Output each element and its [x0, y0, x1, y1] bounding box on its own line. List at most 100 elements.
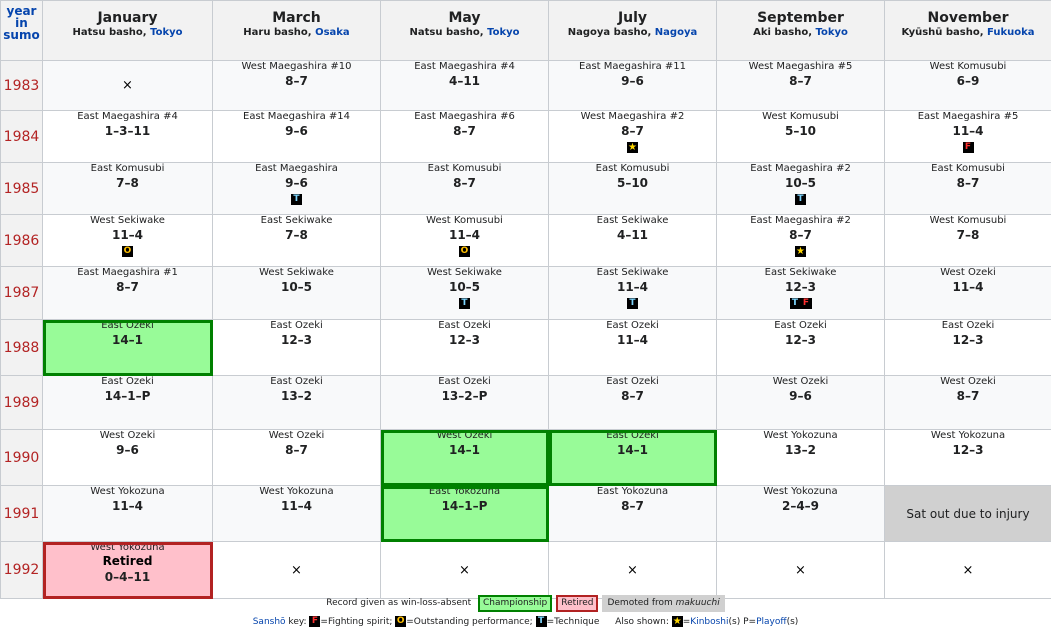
record-cell: East Ōzeki 12–3	[884, 319, 1051, 376]
basho-label: Aki basho,	[753, 27, 816, 38]
sansho-icons: T	[382, 297, 548, 309]
record-cell: East Maegashira #6 8–7	[380, 110, 549, 163]
basho-location-link[interactable]: Osaka	[315, 27, 350, 38]
record-cell: East Maegashira #4 4–11	[380, 60, 549, 111]
record-cell: East Ōzeki 13–2	[212, 375, 381, 430]
rank-label: East Maegashira #14	[243, 111, 350, 123]
basho-location-link[interactable]: Fukuoka	[987, 27, 1035, 38]
kinboshi-eq: =	[682, 617, 691, 627]
basho-location-link[interactable]: Tokyo	[815, 27, 848, 38]
record-cell: East Ōzeki 12–3	[380, 319, 549, 376]
record-cell: East Komusubi 8–7	[884, 162, 1051, 215]
record-note: Record given as win-loss-absent	[326, 598, 472, 608]
record-cell: West Komusubi 5–10	[716, 110, 885, 163]
score-label: 11–4	[111, 499, 144, 513]
sansho-icons: ★	[550, 141, 716, 153]
year-header-line: year	[6, 4, 37, 18]
score-label: 14–1–P	[104, 389, 151, 403]
rank-label: West Ōzeki	[99, 430, 156, 442]
score-label: 8–7	[453, 124, 476, 138]
technique-icon: T	[789, 298, 801, 309]
table-row: 1989 East Ōzeki 14–1–P East Ōzeki 13–2 East Ō…	[0, 375, 1051, 430]
basho-name: Natsu basho, Tokyo	[382, 26, 548, 40]
score-label: 11–4	[616, 280, 649, 294]
record-cell: East Komusubi 5–10	[548, 162, 717, 215]
month-name: July	[617, 10, 648, 26]
table-row: 1988 East Ōzeki 14–1 East Ōzeki 12–3 East Ōze…	[0, 319, 1051, 376]
score-label: 12–3	[952, 333, 984, 347]
also-shown-label: Also shown:	[615, 617, 672, 627]
year-cell: 1987	[0, 266, 43, 320]
score-label: 13–2	[784, 443, 817, 457]
no-record-cell: ×	[716, 541, 885, 599]
rank-label: West Maegashira #5	[748, 61, 853, 73]
outstanding-label: =Outstanding performance;	[406, 617, 536, 627]
rank-label: East Maegashira #5	[917, 111, 1019, 123]
fighting-spirit-icon: F	[962, 142, 974, 153]
rank-label: West Yokozuna	[763, 486, 838, 498]
record-cell: East Sekiwake 7–8	[212, 214, 381, 267]
playoff-link[interactable]: Playoff	[756, 617, 787, 627]
record-cell: West Maegashira #2 8–7 ★	[548, 110, 717, 163]
record-cell: East Komusubi 8–7	[380, 162, 549, 215]
score-label: 8–7	[285, 443, 308, 457]
score-label: 4–11	[616, 228, 649, 242]
record-cell: West Komusubi 6–9	[884, 60, 1051, 111]
year-cell: 1990	[0, 429, 43, 486]
rank-label: East Ōzeki	[270, 320, 323, 332]
table-row: 1986 West Sekiwake 11–4 O East Sekiwake 7–8 We…	[0, 214, 1051, 267]
kinboshi-suffix: (s) P=	[728, 617, 757, 627]
sansho-link[interactable]: Sanshō	[252, 617, 286, 627]
rank-label: West Yokozuna	[763, 430, 838, 442]
month-name: May	[448, 10, 481, 26]
basho-location-link[interactable]: Nagoya	[654, 27, 698, 38]
score-label: 9–6	[116, 443, 139, 457]
kinboshi-link[interactable]: Kinboshi	[690, 617, 729, 627]
score-label: 14–1	[616, 443, 649, 457]
rank-label: West Maegashira #10	[241, 61, 352, 73]
score-label: 11–4	[280, 499, 313, 513]
year-cell: 1986	[0, 214, 43, 267]
record-cell: West Sekiwake 10–5 T	[380, 266, 549, 320]
score-label: 8–7	[621, 124, 644, 138]
basho-location-link[interactable]: Tokyo	[150, 27, 183, 38]
championship-cell: East Ōzeki 14–1	[42, 319, 213, 376]
technique-icon: T	[535, 616, 547, 627]
year-cell: 1989	[0, 375, 43, 430]
month-header-may: May Natsu basho, Tokyo	[380, 0, 549, 61]
rank-label: East Sekiwake	[260, 215, 333, 227]
legend-demoted: Demoted from makuuchi	[602, 595, 725, 612]
no-record-cell: ×	[884, 541, 1051, 599]
sumo-record-table: year in sumo January Hatsu basho, Tokyo Ma…	[0, 0, 1051, 599]
table-row: 1990 West Ōzeki 9–6 West Ōzeki 8–7 West Ōzeki…	[0, 429, 1051, 486]
rank-label: East Komusubi	[595, 163, 670, 175]
basho-name: Kyūshū basho, Fukuoka	[886, 26, 1051, 40]
score-label: 11–4	[111, 228, 144, 242]
record-cell: West Yokozuna 13–2	[716, 429, 885, 486]
score-label: 14–1	[448, 443, 481, 457]
month-header-january: January Hatsu basho, Tokyo	[42, 0, 213, 61]
score-label: 4–11	[448, 74, 481, 88]
playoff-suffix: (s)	[786, 617, 799, 627]
no-record-cell: ×	[212, 541, 381, 599]
score-label: 10–5	[280, 280, 313, 294]
rank-label: East Ōzeki	[774, 320, 827, 332]
score-label: 11–4	[952, 280, 984, 294]
rank-label: East Maegashira #11	[579, 61, 686, 73]
rank-label: West Komusubi	[929, 61, 1007, 73]
sansho-icons: T	[214, 193, 380, 205]
month-name: March	[272, 10, 321, 26]
sat-out-cell: Sat out due to injury	[884, 485, 1051, 542]
outstanding-performance-icon: O	[459, 246, 470, 257]
rank-label: West Yokozuna	[90, 486, 165, 498]
score-label: 14–1	[111, 333, 144, 347]
basho-location-link[interactable]: Tokyo	[487, 27, 520, 38]
score-label: 8–7	[116, 280, 139, 294]
technique-icon: T	[291, 194, 302, 205]
score-label: 8–7	[789, 228, 812, 242]
sansho-icons: O	[44, 245, 212, 257]
rank-label: East Ōzeki	[101, 376, 154, 388]
record-cell: West Ōzeki 8–7	[884, 375, 1051, 430]
rank-label: East Maegashira #2	[750, 215, 851, 227]
rank-label: West Ōzeki	[940, 267, 996, 279]
